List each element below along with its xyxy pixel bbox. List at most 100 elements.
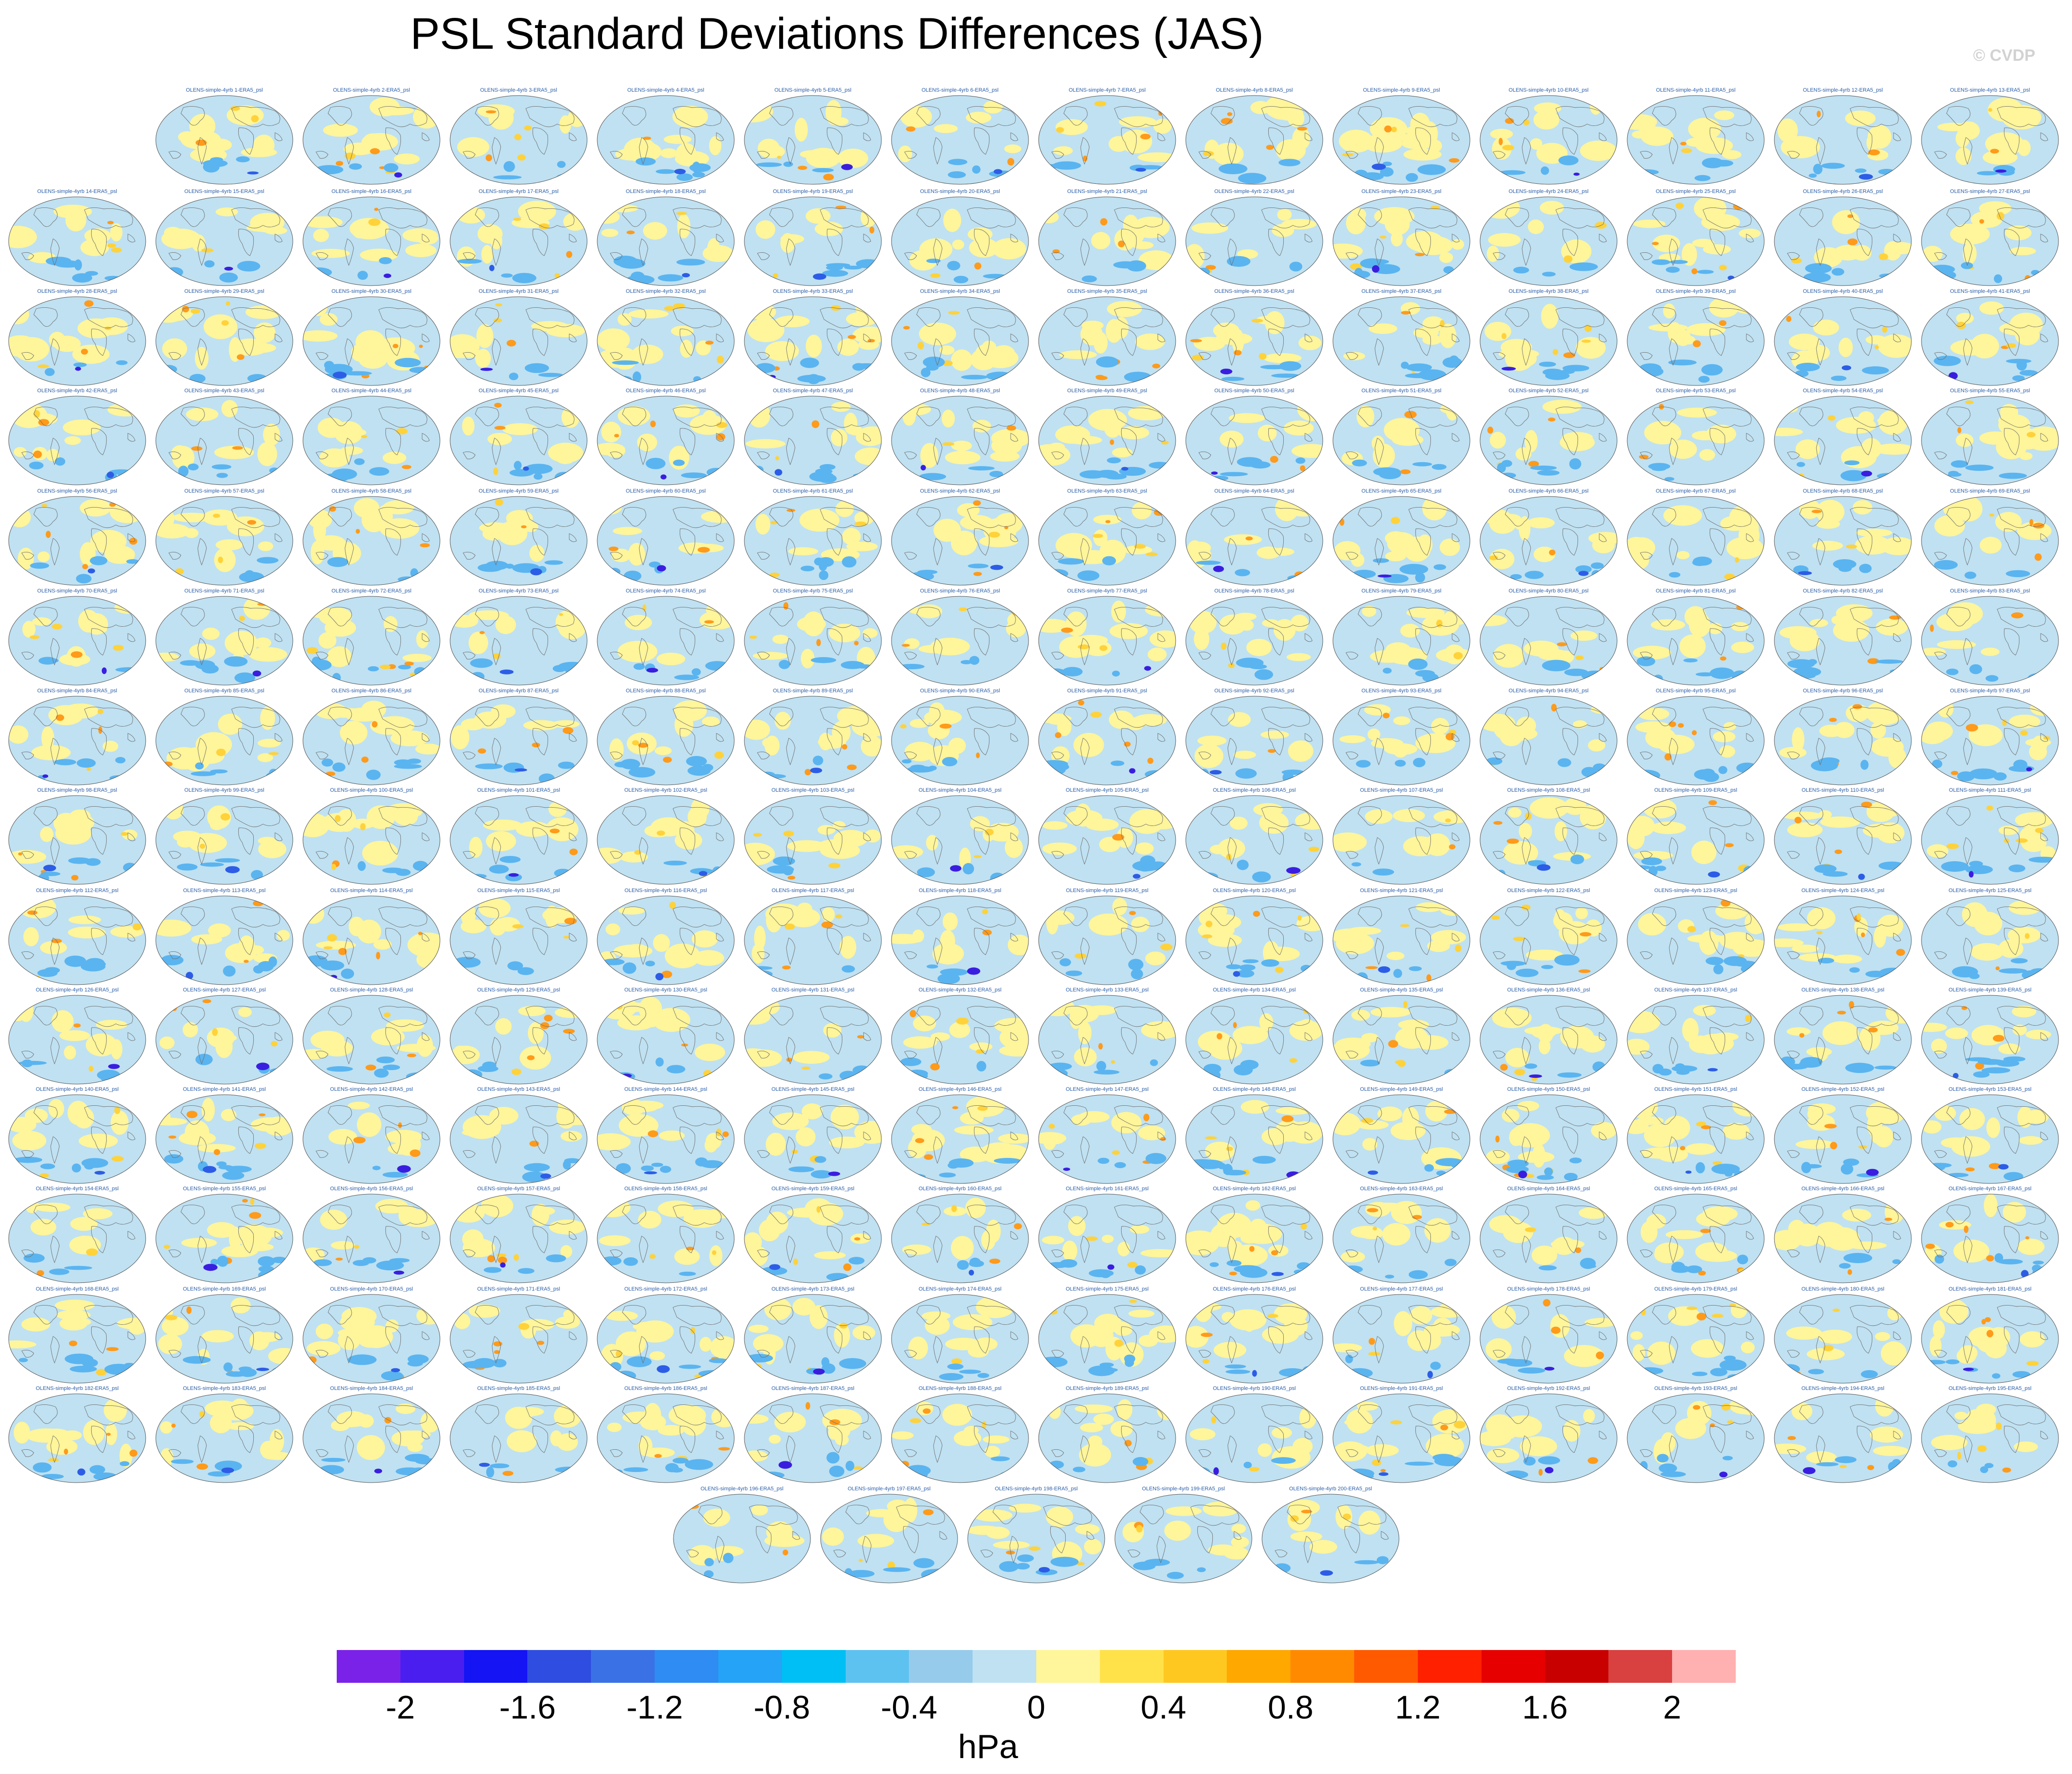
map-panel: OLENS-simple-4yrb 141-ERA5_psl	[154, 1086, 294, 1185]
map-panel: OLENS-simple-4yrb 36-ERA5_psl	[1184, 289, 1324, 387]
map-panel-label: OLENS-simple-4yrb 143-ERA5_psl	[477, 1086, 560, 1092]
map-projection	[302, 1094, 440, 1184]
map-panel-label: OLENS-simple-4yrb 175-ERA5_psl	[1066, 1286, 1149, 1292]
colorbar-cell	[1227, 1650, 1291, 1683]
map-panel: OLENS-simple-4yrb 3-ERA5_psl	[449, 87, 589, 186]
map-panel: OLENS-simple-4yrb 13-ERA5_psl	[1920, 87, 2060, 186]
map-panel: OLENS-simple-4yrb 179-ERA5_psl	[1626, 1286, 1766, 1385]
map-panel-label: OLENS-simple-4yrb 161-ERA5_psl	[1066, 1186, 1149, 1192]
map-projection	[967, 1494, 1105, 1583]
map-panel: OLENS-simple-4yrb 62-ERA5_psl	[890, 488, 1030, 587]
map-panel-label: OLENS-simple-4yrb 179-ERA5_psl	[1654, 1286, 1737, 1292]
map-panel-label: OLENS-simple-4yrb 68-ERA5_psl	[1803, 488, 1883, 494]
map-panel-label: OLENS-simple-4yrb 200-ERA5_psl	[1289, 1486, 1372, 1492]
map-panel-label: OLENS-simple-4yrb 117-ERA5_psl	[771, 888, 854, 894]
map-panel: OLENS-simple-4yrb 111-ERA5_psl	[1920, 787, 2060, 886]
map-panel: OLENS-simple-4yrb 184-ERA5_psl	[302, 1386, 441, 1485]
map-projection	[1921, 696, 2059, 785]
map-panel-label: OLENS-simple-4yrb 176-ERA5_psl	[1213, 1286, 1296, 1292]
map-projection	[1038, 596, 1176, 686]
map-projection	[302, 995, 440, 1085]
map-panel: OLENS-simple-4yrb 151-ERA5_psl	[1626, 1086, 1766, 1185]
map-panel: OLENS-simple-4yrb 79-ERA5_psl	[1331, 588, 1471, 687]
map-projection	[1185, 196, 1323, 286]
map-panel: OLENS-simple-4yrb 178-ERA5_psl	[1479, 1286, 1619, 1385]
map-projection	[1774, 895, 1912, 985]
map-panel: OLENS-simple-4yrb 169-ERA5_psl	[154, 1286, 294, 1385]
map-projection	[450, 1194, 588, 1283]
map-panel: OLENS-simple-4yrb 182-ERA5_psl	[7, 1386, 147, 1485]
map-panel: OLENS-simple-4yrb 135-ERA5_psl	[1331, 987, 1471, 1086]
map-panel: OLENS-simple-4yrb 160-ERA5_psl	[890, 1186, 1030, 1285]
map-projection	[1038, 795, 1176, 885]
map-panel: OLENS-simple-4yrb 96-ERA5_psl	[1773, 688, 1913, 787]
map-panel-label: OLENS-simple-4yrb 116-ERA5_psl	[624, 888, 707, 894]
map-panel: OLENS-simple-4yrb 166-ERA5_psl	[1773, 1186, 1913, 1285]
map-panel: OLENS-simple-4yrb 129-ERA5_psl	[449, 987, 589, 1086]
map-panel-label: OLENS-simple-4yrb 186-ERA5_psl	[624, 1386, 707, 1391]
map-projection	[1038, 1094, 1176, 1184]
map-panel: OLENS-simple-4yrb 106-ERA5_psl	[1184, 787, 1324, 886]
map-panel-label: OLENS-simple-4yrb 118-ERA5_psl	[919, 888, 1002, 894]
map-panel-label: OLENS-simple-4yrb 46-ERA5_psl	[626, 388, 706, 394]
map-panel-label: OLENS-simple-4yrb 4-ERA5_psl	[627, 87, 704, 93]
map-projection	[1262, 1494, 1400, 1583]
map-panel: OLENS-simple-4yrb 120-ERA5_psl	[1184, 888, 1324, 987]
map-panel-label: OLENS-simple-4yrb 127-ERA5_psl	[183, 987, 266, 993]
map-panel: OLENS-simple-4yrb 46-ERA5_psl	[596, 388, 736, 487]
map-panel: OLENS-simple-4yrb 155-ERA5_psl	[154, 1186, 294, 1285]
map-panel: OLENS-simple-4yrb 43-ERA5_psl	[154, 388, 294, 487]
map-panel: OLENS-simple-4yrb 171-ERA5_psl	[449, 1286, 589, 1385]
map-panel: OLENS-simple-4yrb 194-ERA5_psl	[1773, 1386, 1913, 1485]
colorbar-cell	[1672, 1650, 1736, 1683]
map-panel-label: OLENS-simple-4yrb 16-ERA5_psl	[331, 189, 412, 194]
map-panel: OLENS-simple-4yrb 112-ERA5_psl	[7, 888, 147, 987]
map-panel-label: OLENS-simple-4yrb 132-ERA5_psl	[919, 987, 1002, 993]
map-panel: OLENS-simple-4yrb 138-ERA5_psl	[1773, 987, 1913, 1086]
map-projection	[1332, 1094, 1470, 1184]
map-panel-label: OLENS-simple-4yrb 94-ERA5_psl	[1509, 688, 1589, 694]
map-panel-label: OLENS-simple-4yrb 48-ERA5_psl	[920, 388, 1000, 394]
map-projection	[744, 95, 882, 185]
map-projection	[1480, 1094, 1618, 1184]
map-panel-label: OLENS-simple-4yrb 144-ERA5_psl	[624, 1086, 707, 1092]
map-panel-label: OLENS-simple-4yrb 153-ERA5_psl	[1949, 1086, 2031, 1092]
map-projection	[744, 596, 882, 686]
colorbar-tick-label: 0.4	[1140, 1689, 1186, 1726]
map-panel: OLENS-simple-4yrb 183-ERA5_psl	[154, 1386, 294, 1485]
map-panel: OLENS-simple-4yrb 92-ERA5_psl	[1184, 688, 1324, 787]
map-panel: OLENS-simple-4yrb 60-ERA5_psl	[596, 488, 736, 587]
map-panel: OLENS-simple-4yrb 27-ERA5_psl	[1920, 189, 2060, 288]
map-projection	[1627, 895, 1765, 985]
map-panel-label: OLENS-simple-4yrb 22-ERA5_psl	[1214, 189, 1294, 194]
map-panel-label: OLENS-simple-4yrb 21-ERA5_psl	[1067, 189, 1147, 194]
map-projection	[1185, 1094, 1323, 1184]
map-panel-label: OLENS-simple-4yrb 96-ERA5_psl	[1803, 688, 1883, 694]
map-projection	[1774, 696, 1912, 785]
map-projection	[1921, 1194, 2059, 1283]
map-projection	[450, 795, 588, 885]
map-panel-label: OLENS-simple-4yrb 114-ERA5_psl	[330, 888, 413, 894]
map-projection	[1332, 1393, 1470, 1483]
colorbar-tick-label: -2	[385, 1689, 415, 1726]
map-panel: OLENS-simple-4yrb 39-ERA5_psl	[1626, 289, 1766, 387]
map-projection	[1185, 895, 1323, 985]
map-projection	[1627, 696, 1765, 785]
map-panel-label: OLENS-simple-4yrb 33-ERA5_psl	[773, 289, 853, 294]
colorbar-tick-label: 2	[1663, 1689, 1682, 1726]
colorbar-cell	[1099, 1650, 1164, 1683]
map-panel-label: OLENS-simple-4yrb 113-ERA5_psl	[183, 888, 266, 894]
map-panel-label: OLENS-simple-4yrb 107-ERA5_psl	[1360, 787, 1443, 793]
map-projection	[744, 995, 882, 1085]
colorbar-cell	[782, 1650, 846, 1683]
map-projection	[597, 1094, 735, 1184]
map-panel-label: OLENS-simple-4yrb 81-ERA5_psl	[1656, 588, 1736, 594]
map-projection	[1038, 496, 1176, 586]
map-projection	[1627, 196, 1765, 286]
map-panel: OLENS-simple-4yrb 24-ERA5_psl	[1479, 189, 1619, 288]
map-panel: OLENS-simple-4yrb 45-ERA5_psl	[449, 388, 589, 487]
map-projection	[1921, 895, 2059, 985]
map-projection	[1627, 496, 1765, 586]
map-projection	[597, 696, 735, 785]
map-panel-label: OLENS-simple-4yrb 84-ERA5_psl	[37, 688, 117, 694]
